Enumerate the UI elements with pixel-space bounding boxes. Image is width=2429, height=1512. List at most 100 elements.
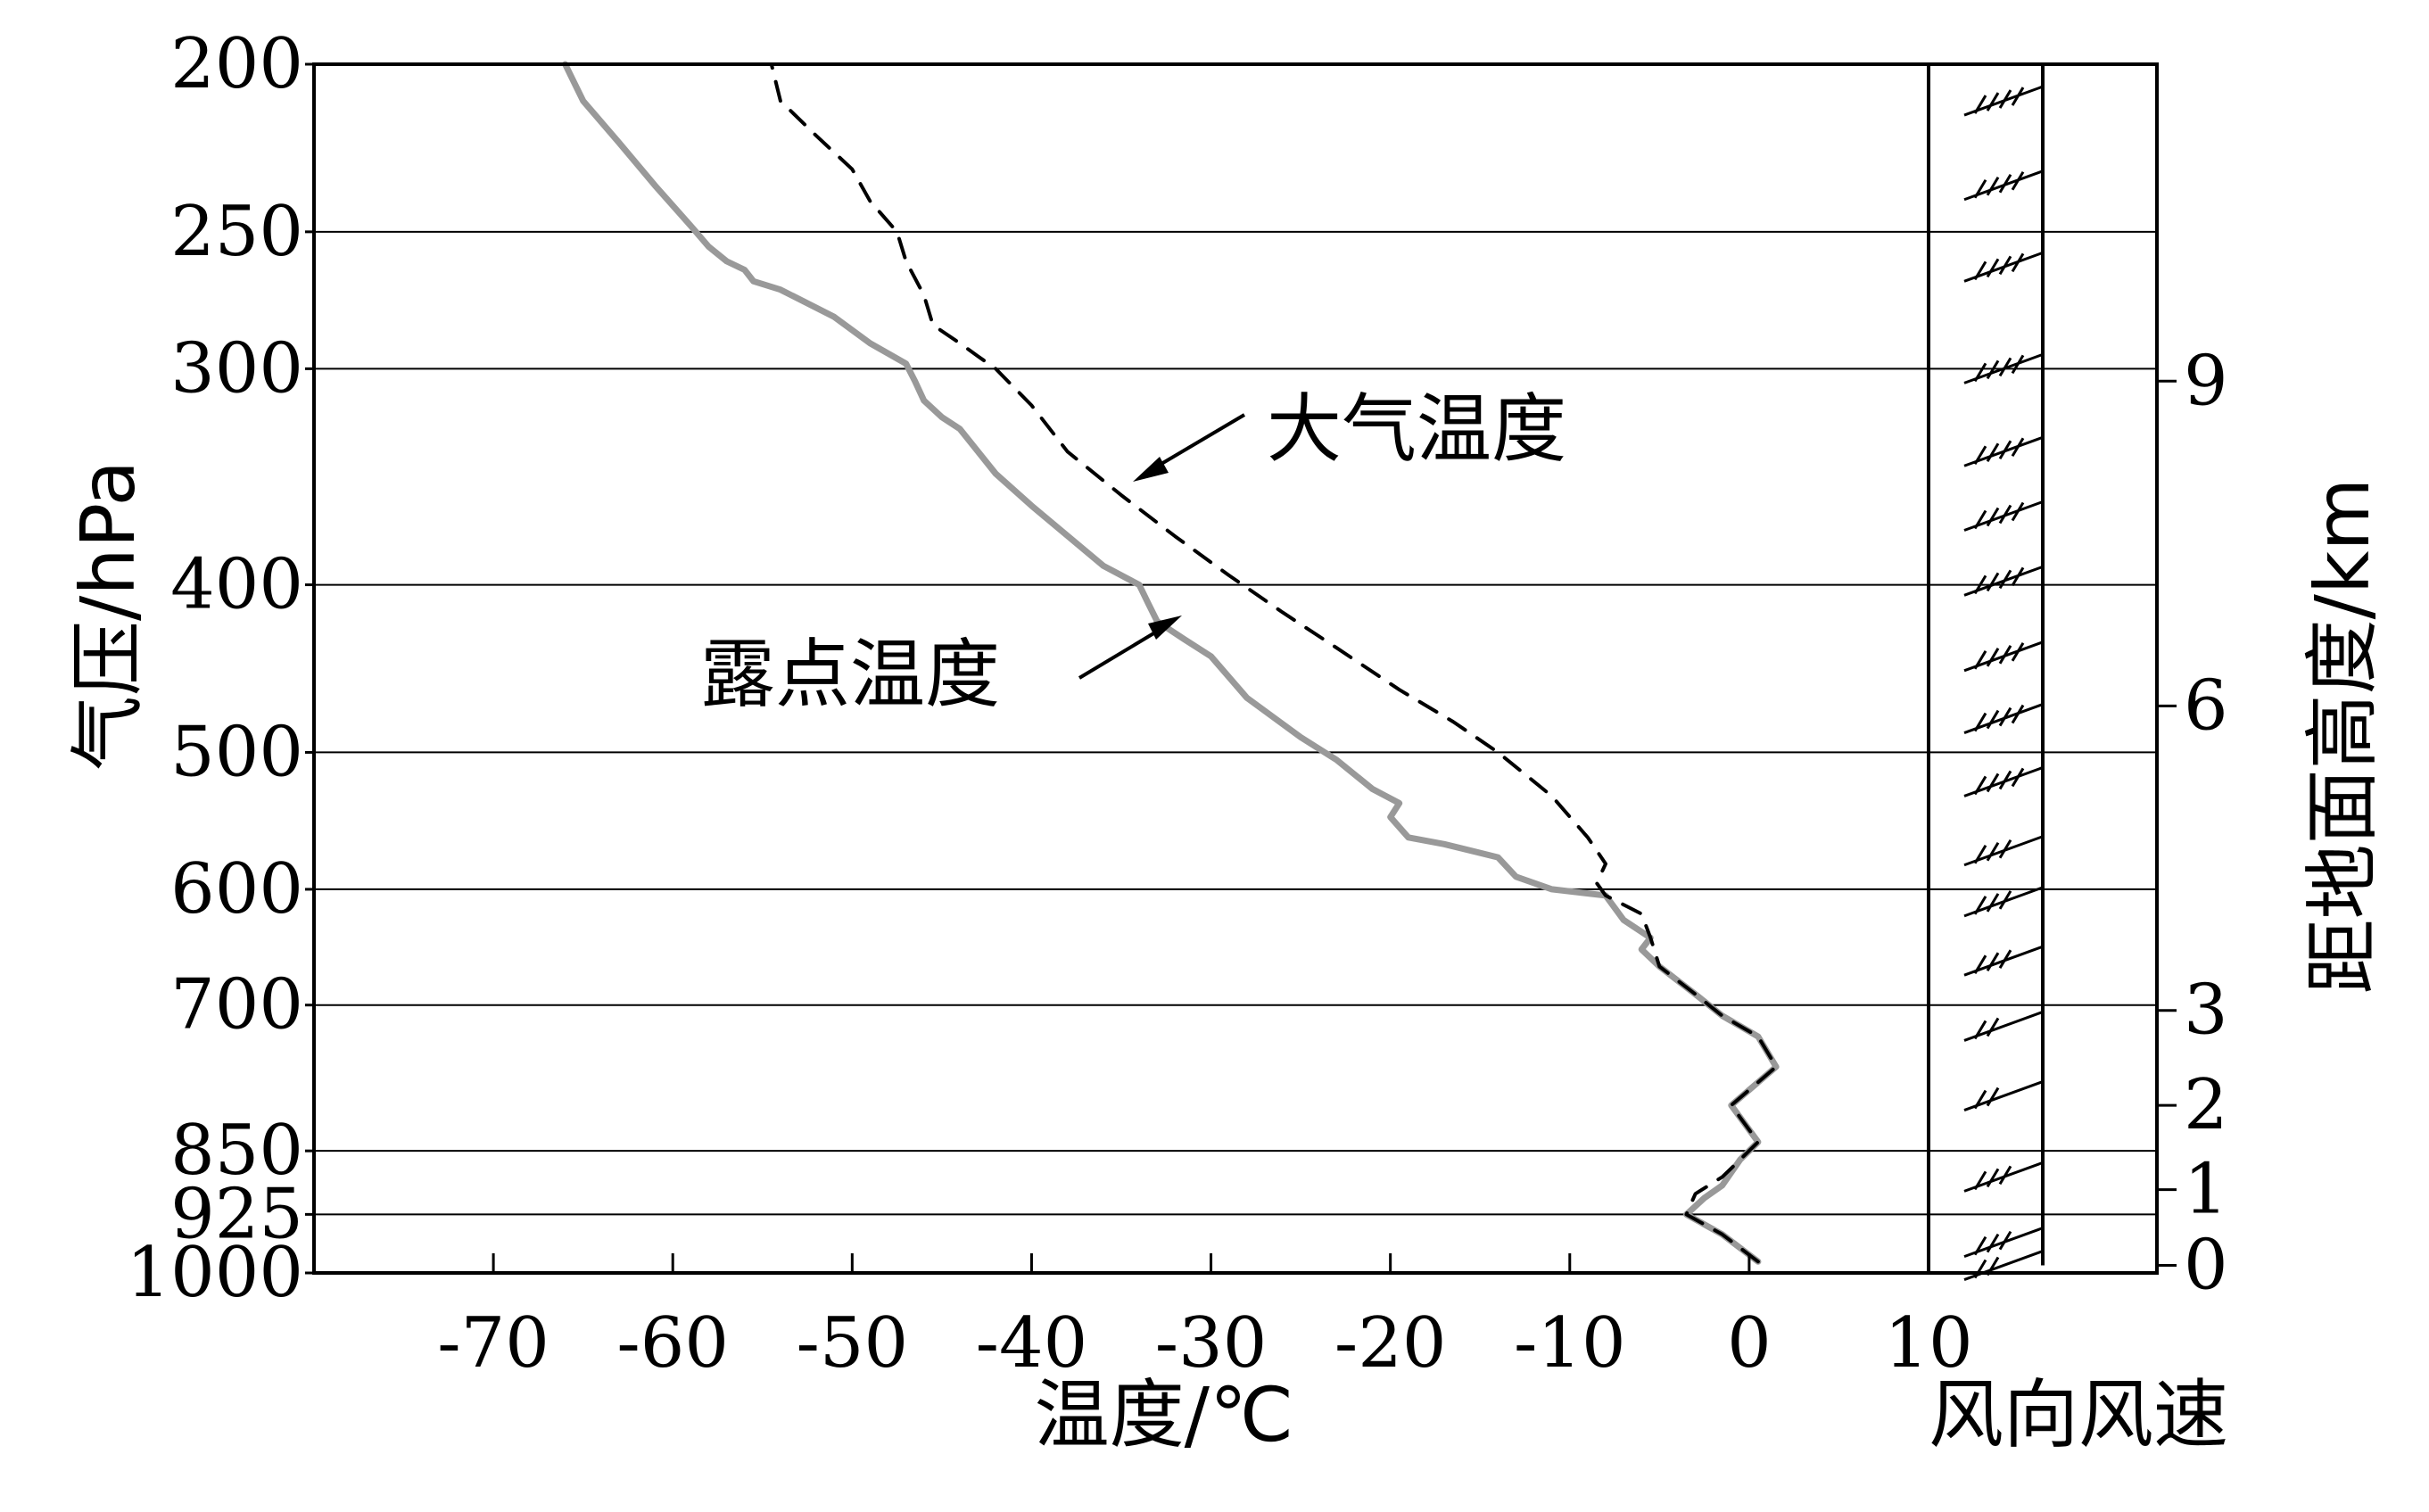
y-tick-label: 925 bbox=[170, 1174, 303, 1254]
x-tick-label: 0 bbox=[1727, 1303, 1772, 1384]
wind-barb-tail bbox=[1986, 709, 2000, 730]
x-tick-label: -10 bbox=[1514, 1303, 1626, 1384]
wind-barb-tail bbox=[1973, 712, 1987, 732]
wind-barb-tail bbox=[1973, 1020, 1987, 1040]
wind-barb-tail bbox=[2011, 704, 2025, 724]
wind-barb bbox=[1963, 703, 2044, 734]
wind-barb bbox=[1963, 85, 2044, 117]
annotation-dew-point: 露点温度 bbox=[700, 616, 1182, 718]
wind-barb bbox=[1963, 169, 2044, 202]
wind-barb-tail bbox=[1986, 1017, 2000, 1037]
y-tick-label: 200 bbox=[170, 24, 303, 104]
wind-barb-tail bbox=[1973, 844, 1987, 864]
wind-barb-tail bbox=[1973, 260, 1987, 281]
wind-barb-tail bbox=[1973, 1235, 1987, 1256]
annotation-air-temperature-arrowhead bbox=[1133, 457, 1169, 482]
wind-barb-tail bbox=[1998, 255, 2012, 276]
annotation-dew-point-arrowhead bbox=[1148, 616, 1182, 640]
wind-barb-tail bbox=[1973, 1259, 1987, 1279]
air-temperature-line bbox=[769, 62, 1779, 1264]
y2-axis-label: 距地面高度/km bbox=[2299, 478, 2386, 995]
wind-barb-tail bbox=[1998, 890, 2012, 910]
y-axis-label: 气压/hPa bbox=[64, 460, 152, 771]
wind-barb bbox=[1963, 1161, 2044, 1193]
wind-barb-tail bbox=[2011, 566, 2025, 587]
y2-tick-label: 2 bbox=[2184, 1065, 2228, 1145]
wind-barb-tail bbox=[1986, 841, 2000, 862]
series-lines bbox=[562, 61, 1780, 1265]
wind-barb-tail bbox=[1986, 1233, 2000, 1253]
x-tick-label: -60 bbox=[616, 1303, 729, 1384]
x-tick-label: 10 bbox=[1884, 1303, 1972, 1384]
y2-tick-label: 3 bbox=[2184, 971, 2228, 1051]
wind-barb-tail bbox=[1998, 569, 2012, 590]
wind-axis-label: 风向风速 bbox=[1929, 1371, 2228, 1458]
y-tick-label: 700 bbox=[170, 965, 303, 1045]
annotation-dew-point-text: 露点温度 bbox=[700, 631, 1000, 718]
wind-barb-tail bbox=[1986, 1168, 2000, 1188]
wind-barb bbox=[1963, 352, 2044, 384]
wind-barb-tail bbox=[1973, 95, 1987, 114]
y2-tick-label: 6 bbox=[2184, 665, 2228, 746]
wind-barb-tail bbox=[1998, 1230, 2012, 1251]
wind-barb-tail bbox=[1973, 362, 1987, 383]
wind-barb-tail bbox=[1998, 949, 2012, 969]
y2-tick-label: 1 bbox=[2184, 1150, 2228, 1230]
y-tick-label: 500 bbox=[170, 712, 303, 792]
wind-barb-tail bbox=[1973, 179, 1987, 199]
wind-barb-tail bbox=[1986, 572, 2000, 592]
y2-tick-label: 0 bbox=[2184, 1226, 2228, 1306]
wind-barb-tail bbox=[1998, 174, 2012, 194]
annotation-air-temperature: 大气温度 bbox=[1133, 385, 1566, 482]
pressure-gridlines bbox=[314, 230, 2157, 1216]
wind-barb-tail bbox=[1986, 893, 2000, 913]
wind-barb bbox=[1963, 1011, 2044, 1042]
wind-barb-tail bbox=[1986, 258, 2000, 278]
wind-barb-tail bbox=[2011, 501, 2025, 522]
wind-barb-tail bbox=[2011, 354, 2025, 375]
wind-barb bbox=[1963, 500, 2044, 532]
wind-barb-tail bbox=[1986, 648, 2000, 667]
wind-barb-tail bbox=[1998, 770, 2012, 790]
wind-barb-tail bbox=[1973, 650, 1987, 670]
wind-barb bbox=[1963, 886, 2044, 918]
wind-barb-tail bbox=[1973, 509, 1987, 530]
wind-barb-tail bbox=[1998, 645, 2012, 665]
wind-barb-tail bbox=[1998, 440, 2012, 460]
x-tick-label: -70 bbox=[437, 1303, 549, 1384]
wind-barb-tail bbox=[1973, 1089, 1987, 1110]
wind-barb-tail bbox=[1986, 442, 2000, 463]
wind-barb-tail bbox=[1973, 1170, 1987, 1191]
wind-barb-tail bbox=[2011, 87, 2025, 106]
x-tick-label: -30 bbox=[1155, 1303, 1268, 1384]
wind-barb bbox=[1963, 1227, 2044, 1259]
wind-barb bbox=[1963, 835, 2044, 867]
wind-barb-tail bbox=[2011, 252, 2025, 273]
wind-barb bbox=[1963, 640, 2044, 673]
y-tick-label: 850 bbox=[170, 1111, 303, 1191]
plot-frame bbox=[312, 62, 2159, 1275]
wind-barb-tail bbox=[2011, 437, 2025, 458]
y-tick-label: 300 bbox=[170, 328, 303, 409]
outer-frame bbox=[312, 62, 2159, 1275]
x-tick-label: -50 bbox=[797, 1303, 909, 1384]
wind-barb-tail bbox=[1998, 706, 2012, 727]
wind-barb-tail bbox=[1973, 775, 1987, 796]
annotation-air-temperature-text: 大气温度 bbox=[1267, 385, 1566, 473]
wind-barb-tail bbox=[1973, 896, 1987, 915]
wind-barb-tail bbox=[1986, 359, 2000, 380]
wind-barb bbox=[1963, 945, 2044, 977]
y2-tick-label: 9 bbox=[2184, 341, 2228, 421]
wind-barb-tail bbox=[1998, 504, 2012, 525]
x-tick-label: -40 bbox=[976, 1303, 1088, 1384]
wind-barb-tail bbox=[2011, 171, 2025, 191]
wind-barb bbox=[1963, 435, 2044, 467]
wind-barb-tail bbox=[1973, 574, 1987, 595]
y-tick-label: 1000 bbox=[126, 1233, 303, 1313]
wind-barb-tail bbox=[2011, 642, 2025, 662]
x-tick-label: -20 bbox=[1334, 1303, 1447, 1384]
wind-barb-tail bbox=[1986, 773, 2000, 793]
wind-barb-tail bbox=[1986, 177, 2000, 196]
